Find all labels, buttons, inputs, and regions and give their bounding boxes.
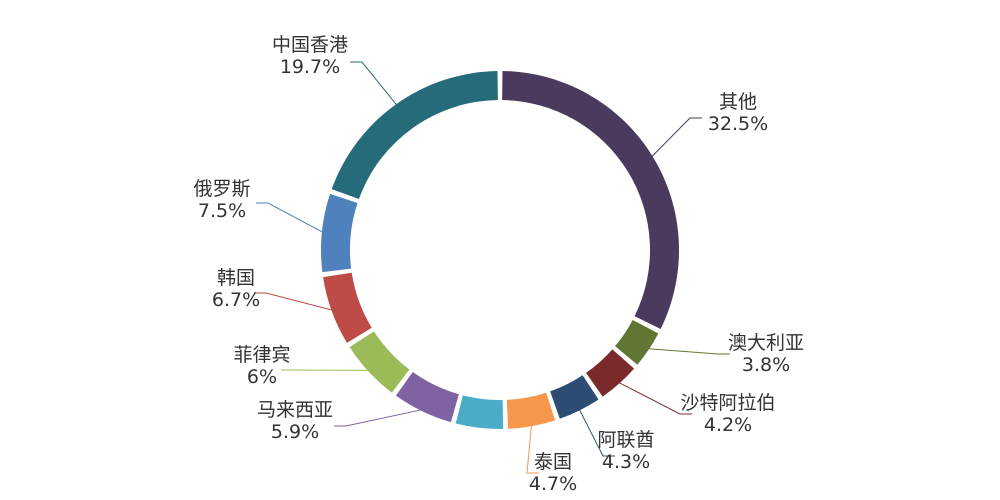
leader-line — [526, 424, 539, 474]
slice-label-percent: 4.3% — [602, 451, 650, 473]
slice-label-percent: 6% — [247, 366, 277, 388]
slice-label-name: 阿联酋 — [597, 429, 654, 451]
slice-label-name: 菲律宾 — [233, 344, 290, 366]
leader-line — [350, 61, 398, 107]
donut-slices — [321, 71, 679, 429]
slice-label-percent: 4.7% — [529, 473, 577, 495]
leader-line — [650, 117, 702, 158]
donut-slice — [321, 193, 358, 273]
donut-slice — [586, 349, 635, 397]
donut-slice — [506, 392, 556, 429]
slice-label-name: 其他 — [719, 91, 757, 113]
leader-line — [617, 381, 692, 415]
slice-label-percent: 6.7% — [212, 289, 260, 311]
donut-slice — [323, 272, 372, 343]
slice-label-percent: 32.5% — [708, 113, 768, 135]
slice-label-percent: 7.5% — [198, 200, 246, 222]
slice-label-percent: 19.7% — [280, 56, 340, 78]
donut-slice — [331, 71, 498, 199]
donut-slice — [550, 375, 599, 419]
leader-line — [334, 408, 424, 427]
slice-label-name: 马来西亚 — [257, 399, 333, 421]
slice-label-name: 中国香港 — [272, 34, 348, 56]
leader-line — [254, 292, 334, 311]
leader-line — [646, 348, 730, 355]
leader-line — [578, 408, 615, 457]
leader-line — [256, 202, 325, 234]
donut-slice — [615, 319, 659, 365]
donut-slice — [502, 71, 679, 330]
donut-slice — [455, 395, 504, 429]
slice-label-name: 澳大利亚 — [728, 332, 804, 354]
slice-label-percent: 5.9% — [271, 421, 319, 443]
donut-slice — [395, 372, 459, 423]
slice-label-name: 泰国 — [534, 451, 572, 473]
slice-label-percent: 4.2% — [704, 414, 752, 436]
slice-label-name: 沙特阿拉伯 — [680, 392, 775, 414]
slice-label-percent: 3.8% — [742, 354, 790, 376]
donut-slice — [349, 331, 410, 393]
slice-label-name: 俄罗斯 — [193, 178, 250, 200]
slice-label-name: 韩国 — [217, 267, 255, 289]
leader-lines — [254, 61, 730, 474]
